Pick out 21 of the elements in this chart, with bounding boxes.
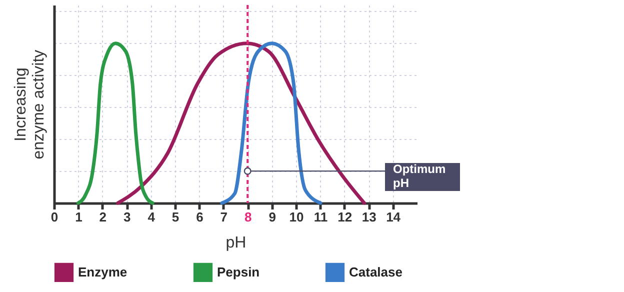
legend-label: Pepsin xyxy=(217,264,260,280)
x-tick-label: 6 xyxy=(196,210,204,224)
x-axis-title: pH xyxy=(226,234,246,252)
x-tick-label: 0 xyxy=(50,210,58,224)
x-tick-label: 5 xyxy=(172,210,180,224)
x-tick-label: 2 xyxy=(99,210,107,224)
x-tick-label: 10 xyxy=(289,210,304,224)
legend-label: Catalase xyxy=(349,264,402,280)
x-tick-label: 8 xyxy=(244,210,252,224)
legend-label: Enzyme xyxy=(78,264,128,280)
x-tick-label: 3 xyxy=(123,210,131,224)
x-tick-label: 11 xyxy=(314,210,328,224)
x-tick-label: 4 xyxy=(148,210,156,224)
x-tick-label: 12 xyxy=(338,210,352,224)
x-tick-label: 7 xyxy=(220,210,228,224)
x-tick-label: 14 xyxy=(386,210,402,224)
x-tick-label: 9 xyxy=(268,210,276,224)
x-tick-label: 13 xyxy=(362,210,376,224)
x-tick-label: 1 xyxy=(75,210,82,224)
annotation: Optimum pH xyxy=(393,162,446,190)
y-axis-title: Increasing enzyme activity xyxy=(12,50,48,160)
